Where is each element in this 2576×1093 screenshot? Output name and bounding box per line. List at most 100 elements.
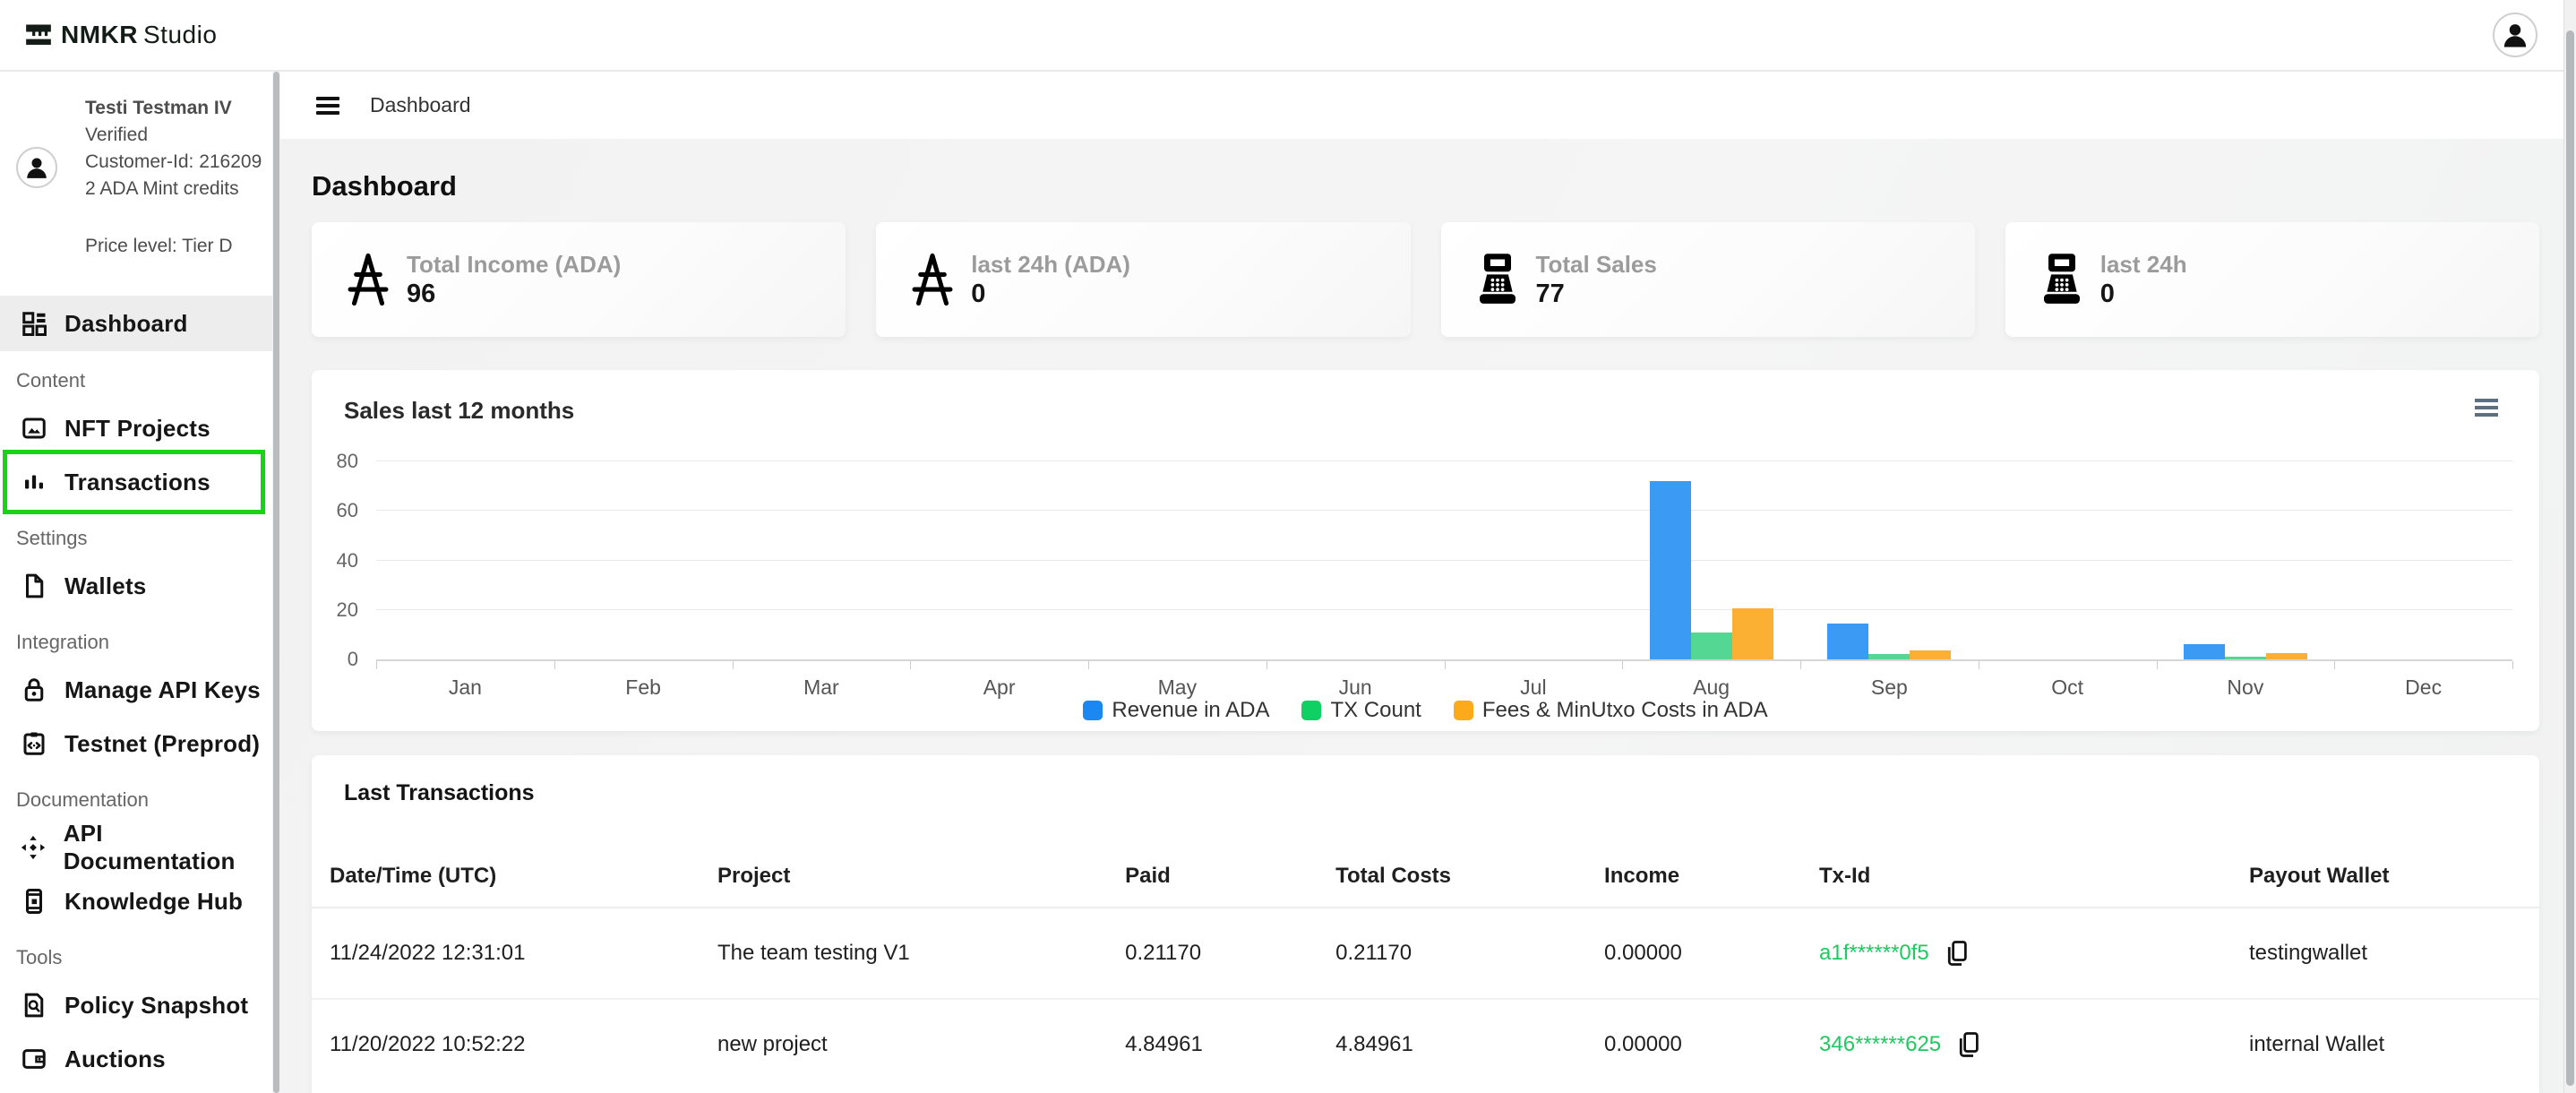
x-axis-label: Aug	[1622, 676, 1800, 700]
tx-id-link[interactable]: a1f******0f5	[1819, 941, 1929, 966]
chart-month-group	[733, 461, 911, 659]
chart-month-group	[1622, 461, 1800, 659]
cell-project: new project	[700, 1032, 1107, 1057]
cell-payout_wallet: testingwallet	[2231, 941, 2539, 966]
clipboard-code-icon	[20, 730, 48, 757]
column-header-paid: Paid	[1107, 864, 1318, 889]
cell-project: The team testing V1	[700, 941, 1107, 966]
bar-fees	[1910, 650, 1951, 659]
menu-toggle-icon[interactable]	[316, 93, 339, 118]
chart-bars	[376, 461, 2512, 659]
x-axis-label: May	[1088, 676, 1267, 700]
stat-card-last24h-sales: last 24h 0	[2005, 222, 2539, 337]
column-header-project: Project	[700, 864, 1107, 889]
page-scrollbar[interactable]	[2563, 0, 2576, 1093]
x-axis-tick	[1622, 661, 1623, 669]
person-icon	[2500, 20, 2530, 50]
x-axis-label: Feb	[554, 676, 733, 700]
sidebar-item-label: Auctions	[64, 1046, 166, 1073]
sidebar-item-label: Transactions	[64, 469, 210, 496]
sidebar-avatar	[16, 147, 57, 188]
stat-card-value: 77	[1536, 279, 1657, 309]
stat-cards-row: Total Income (ADA) 96 last 24h (ADA) 0	[312, 222, 2539, 337]
bar-revenue	[2184, 644, 2225, 659]
bar-fees	[1732, 608, 1773, 659]
lock-icon	[20, 676, 48, 703]
sidebar-item-nft-projects[interactable]: NFT Projects	[0, 401, 272, 455]
cell-datetime: 11/24/2022 12:31:01	[312, 941, 700, 966]
stat-card-total-income: Total Income (ADA) 96	[312, 222, 846, 337]
sidebar-item-label: Manage API Keys	[64, 676, 261, 704]
arrows-diamond-icon	[20, 834, 47, 861]
dashboard-grid-icon	[20, 310, 48, 337]
wallet-icon	[20, 1046, 48, 1072]
sidebar-item-wallets[interactable]: Wallets	[0, 559, 272, 613]
copy-icon[interactable]	[1955, 1029, 1982, 1060]
sidebar-item-transactions[interactable]: Transactions	[0, 455, 272, 509]
document-search-icon	[20, 992, 48, 1019]
main-topbar: Dashboard	[280, 72, 2563, 139]
stat-card-label: last 24h (ADA)	[971, 250, 1130, 279]
y-axis-tick-label: 80	[313, 451, 358, 472]
sidebar-nav: Dashboard Content NFT Projects Transacti…	[0, 296, 272, 1086]
bar-tx-count	[1691, 633, 1732, 659]
sidebar-user-block: Testi Testman IV Verified Customer-Id: 2…	[0, 72, 272, 296]
document-icon	[20, 572, 48, 599]
x-axis-label: Jun	[1267, 676, 1445, 700]
sidebar-item-label: Dashboard	[64, 310, 188, 338]
person-icon	[23, 154, 50, 181]
table-row: 11/24/2022 12:31:01The team testing V1 0.…	[312, 908, 2539, 998]
stat-card-value: 0	[2100, 279, 2187, 309]
cell-paid: 4.84961	[1107, 1032, 1318, 1057]
copy-icon[interactable]	[1944, 938, 1971, 968]
y-axis-tick-label: 60	[313, 500, 358, 521]
chart-menu-icon[interactable]	[2475, 395, 2498, 420]
stat-card-total-sales: Total Sales 77	[1441, 222, 1975, 337]
breadcrumb[interactable]: Dashboard	[370, 93, 471, 117]
sidebar-item-knowledge-hub[interactable]: Knowledge Hub	[0, 874, 272, 928]
bar-tx-count	[1868, 654, 1910, 659]
legend-label: Revenue in ADA	[1112, 698, 1269, 723]
x-axis-label: Sep	[1800, 676, 1979, 700]
x-axis-tick	[910, 661, 911, 669]
x-axis-label: Jan	[376, 676, 554, 700]
x-axis-tick	[733, 661, 734, 669]
app-header: NMKRStudio	[0, 0, 2563, 72]
user-verified-status: Verified	[85, 122, 262, 149]
cell-total_costs: 4.84961	[1318, 1032, 1586, 1057]
legend-swatch-fees	[1454, 701, 1473, 720]
user-avatar-button[interactable]	[2493, 13, 2537, 57]
sidebar-scrollbar[interactable]	[272, 72, 280, 1093]
user-mint-credits: 2 ADA Mint credits	[85, 176, 262, 202]
chart-month-group	[910, 461, 1088, 659]
cell-tx_id: 346******625	[1801, 1029, 2231, 1060]
sidebar-item-manage-api-keys[interactable]: Manage API Keys	[0, 663, 272, 717]
x-axis-tick	[2512, 661, 2513, 669]
nmkr-logo-icon	[25, 22, 52, 48]
logo-text: NMKRStudio	[61, 21, 217, 49]
x-axis-tick	[1445, 661, 1446, 669]
tx-id-link[interactable]: 346******625	[1819, 1032, 1941, 1057]
x-axis-label: Oct	[1979, 676, 2157, 700]
chart-legend: Revenue in ADA TX Count Fees & MinUtxo C…	[312, 698, 2539, 723]
chart-month-group	[1088, 461, 1267, 659]
sidebar-item-dashboard[interactable]: Dashboard	[0, 296, 272, 351]
cash-register-icon	[2031, 252, 2093, 307]
table-title: Last Transactions	[312, 755, 2539, 806]
cash-register-icon	[1466, 252, 1529, 307]
x-axis-tick	[1800, 661, 1801, 669]
cell-income: 0.00000	[1586, 1032, 1801, 1057]
column-header-payout-wallet: Payout Wallet	[2231, 864, 2539, 889]
sidebar-section-tools: Tools	[0, 928, 272, 978]
cell-total_costs: 0.21170	[1318, 941, 1586, 966]
sidebar-item-label: NFT Projects	[64, 415, 210, 443]
sidebar-item-auctions[interactable]: Auctions	[0, 1032, 272, 1086]
sidebar-item-testnet[interactable]: Testnet (Preprod)	[0, 717, 272, 770]
x-axis-label: Jul	[1445, 676, 1623, 700]
chart-y-axis: 020406080	[312, 461, 365, 659]
sidebar-item-policy-snapshot[interactable]: Policy Snapshot	[0, 978, 272, 1032]
sidebar-item-api-documentation[interactable]: API Documentation	[0, 821, 272, 874]
legend-item-fees: Fees & MinUtxo Costs in ADA	[1454, 698, 1768, 723]
column-header-tx-id: Tx-Id	[1801, 864, 2231, 889]
sidebar-section-settings: Settings	[0, 509, 272, 559]
